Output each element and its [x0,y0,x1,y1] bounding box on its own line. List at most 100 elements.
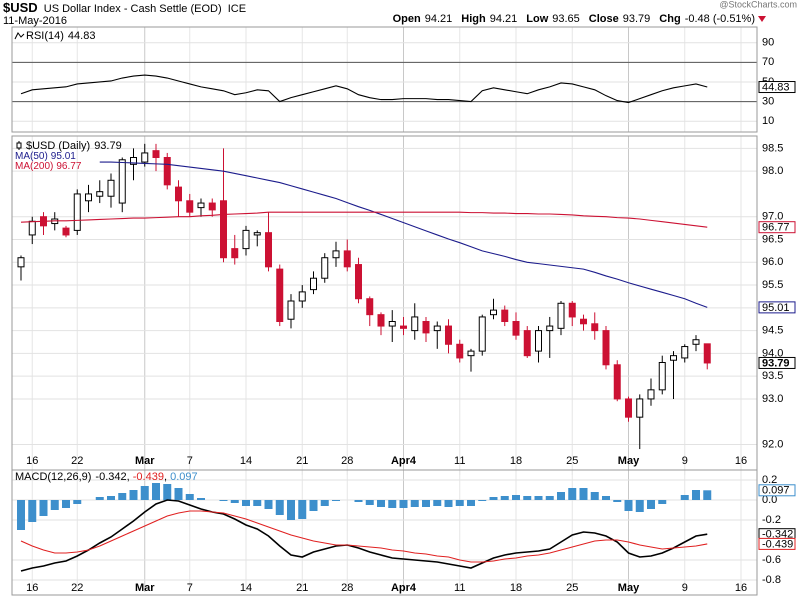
candle-body [17,257,25,268]
histogram-bar [129,490,138,500]
candle-body [433,325,441,332]
histogram-bar [523,496,532,500]
histogram-bar [410,500,419,507]
panel: 16 22 Mar 7 14 21 28 Apr4 11 18 25 May 9 16 0.2 0.0 -0.2… [12,470,796,594]
candle-body [625,398,632,418]
candle-body [130,157,137,165]
histogram-bar [17,500,25,530]
candle-body [670,355,677,361]
candle-body [163,157,171,186]
candle-body [647,389,655,400]
y-tick-label: 94.5 [762,325,783,337]
candle-body [580,318,587,325]
candle-body [253,232,261,236]
legend-name: MACD(12,26,9) [15,471,91,483]
quote-value: -0.48 (-0.51%) [685,13,755,25]
y-tick-label: 94.0 [762,347,783,359]
candle-body [568,302,576,318]
candle-body [490,309,497,316]
candle-body [422,321,430,334]
candle-body [287,300,295,320]
x-tick-label: 18 [510,582,522,594]
watermark: @StockCharts.com [719,0,797,9]
header-title: $USD US Dollar Index - Cash Settle (EOD)… [3,0,246,15]
histogram-bar [500,496,509,500]
value-label: 93.79 [762,357,790,369]
histogram-bar [680,495,689,500]
histogram-bar [590,492,599,500]
x-tick-label: 16 [26,455,38,467]
candle-body [310,277,317,291]
histogram-bar [444,500,453,507]
candle-body [591,323,599,332]
legend-value: -0.342 [95,471,126,483]
candle-body [118,159,126,204]
histogram-bar [433,500,442,506]
histogram-bar [399,500,408,508]
candle-body [62,227,70,236]
histogram-bar [242,500,250,506]
histogram-bar [332,500,340,501]
histogram-bar [647,500,655,509]
histogram-bar [50,500,59,510]
x-tick-label: 9 [682,582,688,594]
candle-body [107,179,115,197]
candle-body [613,364,621,400]
histogram-bar [298,500,307,519]
candle-body [96,191,104,197]
y-tick-label: 0.2 [762,474,777,486]
series-line [20,499,708,572]
histogram-bar [197,498,205,500]
histogram-bar [422,500,430,507]
down-arrow [758,16,766,22]
x-tick-label: 22 [71,582,83,594]
y-tick-label: -0.8 [762,574,781,586]
candle-body [152,150,160,159]
x-tick-label: 28 [341,582,353,594]
candle-body [197,202,205,209]
candle-body [546,325,554,332]
histogram-bar [230,500,239,503]
y-tick-label: 95.5 [762,279,783,291]
quote: Open 94.21 High 94.21 Low 93.65 Close 93.79 Chg -… [393,13,755,25]
x-tick-label: 25 [566,582,578,594]
y-tick-label: 97.0 [762,211,783,223]
x-tick-label: Apr4 [391,455,417,467]
value-box [758,221,796,234]
header-date: 11-May-2016 [3,15,67,27]
y-tick-label: 30 [762,95,774,107]
candle-body [141,152,149,163]
x-tick-label: May [618,582,640,594]
y-tick-label: 96.0 [762,256,783,268]
series-line [20,510,708,563]
x-tick-label: 11 [454,582,465,594]
candle-body [175,186,182,202]
series-line [99,161,708,308]
legend: MA(200) 96.77 [15,161,82,172]
histogram-bar [624,500,633,511]
legend-value: -0.439 [133,471,164,483]
candle-body [186,200,194,213]
histogram-bar [275,500,284,515]
x-tick-label: 7 [187,582,193,594]
candle-body [535,330,542,352]
x-tick-label: 16 [735,582,747,594]
histogram-bar [309,500,318,511]
candle-body [343,250,351,268]
candle-body [703,343,711,364]
candle-body [377,314,385,327]
value-label: 95.01 [762,302,790,314]
candle-body [366,298,374,316]
x-tick-label: May [618,455,640,467]
histogram-bar [512,495,520,500]
y-tick-label: 10 [762,115,774,127]
histogram-bar [287,500,295,520]
histogram-bar [28,500,37,522]
quote-value: 93.65 [552,13,580,25]
histogram-bar [455,500,464,506]
candle-body [456,343,464,359]
quote-label: Open [393,13,421,25]
y-tick-label: 0.0 [762,494,777,506]
histogram-bar [703,490,712,500]
candle-body [602,330,610,366]
